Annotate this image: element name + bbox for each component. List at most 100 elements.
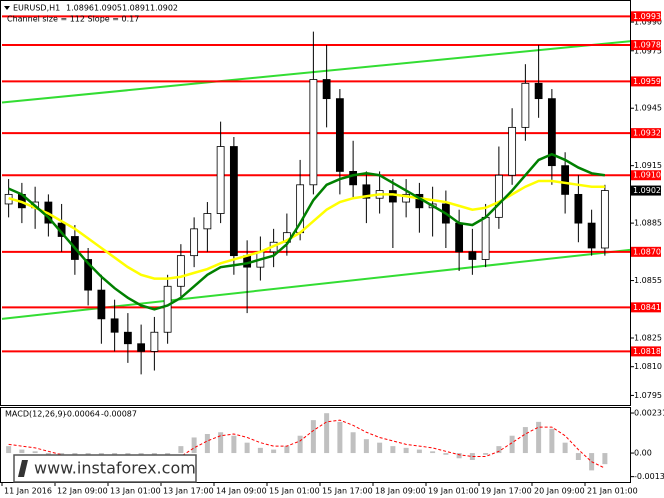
macd-bar	[350, 432, 356, 454]
symbol: EURUSD,H1	[13, 4, 60, 13]
level-label-bg	[631, 170, 661, 181]
macd-bar	[483, 453, 489, 455]
quote-close: 1.0902	[150, 4, 178, 13]
level-label: 1.0932	[633, 129, 661, 138]
x-tick-label: 12 Jan 09:00	[57, 487, 108, 496]
y-tick-label: 1.0855	[634, 276, 662, 285]
macd-bar	[496, 446, 502, 454]
candle-body	[494, 174, 503, 218]
macd-bar	[284, 446, 290, 454]
candle-body	[322, 79, 331, 100]
x-tick-label: 20 Jan 09:00	[534, 487, 585, 496]
level-label-bg	[631, 40, 661, 51]
candle-body	[190, 228, 199, 257]
level-label: 1.0841	[633, 303, 661, 312]
level-label-bg	[631, 76, 661, 87]
candle-body	[600, 190, 609, 249]
macd-bar	[297, 435, 303, 454]
macd-bar	[337, 421, 343, 454]
candle-body	[402, 193, 411, 203]
quote-open: 1.0896	[66, 4, 94, 13]
level-label-bg	[631, 128, 661, 139]
macd-bar	[443, 453, 449, 455]
candle-body	[216, 146, 225, 214]
candle-body	[97, 289, 106, 320]
macd-bar	[191, 437, 197, 454]
candle-body	[123, 331, 132, 345]
macd-bar	[310, 420, 316, 454]
candle-body	[229, 146, 238, 257]
macd-bar	[522, 427, 528, 454]
level-label-bg	[631, 346, 661, 357]
candle-body	[574, 193, 583, 224]
macd-bar	[218, 432, 224, 454]
quote-low: 1.0891	[122, 4, 150, 13]
macd-bar	[509, 435, 515, 454]
level-label-bg	[631, 302, 661, 313]
candle-body	[468, 251, 477, 260]
watermark-logo	[18, 460, 28, 477]
header: EURUSD,H1 1.0896 1.0905 1.0891 1.0902 Ch…	[4, 4, 178, 24]
candle-body	[508, 126, 517, 176]
y-tick-label: 0.00231	[634, 409, 664, 418]
y-tick-label: 0.00	[634, 449, 652, 458]
macd-bar	[257, 447, 263, 454]
candle-body	[163, 285, 172, 333]
macd-bar	[562, 442, 568, 454]
macd-bar	[575, 453, 581, 460]
candle-body	[534, 82, 543, 100]
candle-body	[203, 213, 212, 230]
x-tick-label: 14 Jan 09:00	[216, 487, 267, 496]
candle-body	[335, 98, 344, 172]
x-tick-label: 18 Jan 09:00	[375, 487, 426, 496]
candle-body	[547, 98, 556, 167]
x-tick-label: 11 Jan 2016	[4, 487, 52, 496]
channel-info: Channel size = 112 Slope = 0.17	[7, 15, 139, 24]
macd-bar	[178, 446, 184, 454]
macd-bar	[271, 449, 277, 454]
level-label-bg	[631, 11, 661, 22]
level-label: 1.0959	[633, 77, 661, 86]
x-tick-label: 19 Jan 01:00	[428, 487, 479, 496]
channel-line	[1, 40, 631, 104]
candle-body	[362, 184, 371, 199]
menu-arrow	[4, 6, 10, 10]
macd-bar	[32, 451, 38, 454]
macd-title: MACD(12,26,9)	[5, 410, 66, 419]
macd-value: -0.00064	[64, 410, 100, 419]
candle-body	[137, 343, 146, 352]
macd-bar	[416, 449, 422, 454]
candle-body	[455, 222, 464, 253]
x-tick-label: 15 Jan 17:00	[322, 487, 373, 496]
macd-header: MACD(12,26,9) -0.00064 -0.00087	[5, 410, 137, 419]
level-label-bg	[631, 246, 661, 257]
x-tick-label: 21 Jan 01:00	[587, 487, 638, 496]
macd-bar	[244, 442, 250, 454]
macd-bar	[45, 453, 51, 455]
level-label: 1.0993	[633, 12, 661, 21]
macd-bar	[403, 447, 409, 454]
macd-bar	[377, 442, 383, 454]
y-tick-label: 1.0825	[634, 333, 662, 342]
macd-bar	[602, 453, 608, 465]
x-tick-label: 19 Jan 17:00	[481, 487, 532, 496]
y-tick-label: 1.0975	[634, 46, 662, 55]
x-tick-label: 15 Jan 01:00	[269, 487, 320, 496]
y-tick-label: 1.0810	[634, 362, 662, 371]
macd-signal-value: -0.00087	[101, 410, 137, 419]
macd-bar	[324, 413, 330, 454]
level-label: 1.0870	[633, 247, 661, 256]
candle-body	[176, 255, 185, 287]
macd-bar	[231, 435, 237, 454]
candle-body	[587, 222, 596, 249]
level-label: 1.0978	[633, 41, 661, 50]
level-label: 1.0910	[633, 171, 661, 180]
macd-bar	[549, 428, 555, 454]
x-tick-label: 13 Jan 01:00	[110, 487, 161, 496]
y-tick-label: -0.00136	[634, 472, 664, 481]
y-tick-label: 1.0945	[634, 104, 662, 113]
candle-body	[309, 79, 318, 186]
macd-bar	[430, 451, 436, 454]
y-tick-label: 1.0795	[634, 391, 662, 400]
